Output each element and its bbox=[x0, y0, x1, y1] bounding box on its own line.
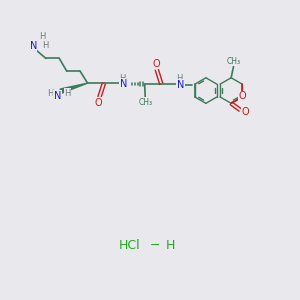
Text: H: H bbox=[119, 74, 126, 82]
Text: O: O bbox=[241, 107, 249, 117]
Text: N: N bbox=[54, 91, 61, 100]
Polygon shape bbox=[60, 83, 88, 93]
Text: O: O bbox=[152, 59, 160, 69]
Text: O: O bbox=[239, 92, 247, 101]
Text: O: O bbox=[94, 98, 102, 108]
Text: H: H bbox=[47, 89, 54, 98]
Text: H: H bbox=[166, 238, 175, 252]
Text: −: − bbox=[150, 238, 160, 252]
Text: H: H bbox=[176, 74, 182, 82]
Text: N: N bbox=[120, 79, 127, 89]
Text: N: N bbox=[177, 80, 184, 90]
Text: H: H bbox=[64, 89, 70, 98]
Text: CH₃: CH₃ bbox=[227, 57, 241, 66]
Text: H: H bbox=[39, 32, 46, 41]
Text: N: N bbox=[29, 41, 37, 51]
Text: CH₃: CH₃ bbox=[138, 98, 152, 107]
Text: H: H bbox=[42, 41, 48, 50]
Text: HCl: HCl bbox=[118, 238, 140, 252]
